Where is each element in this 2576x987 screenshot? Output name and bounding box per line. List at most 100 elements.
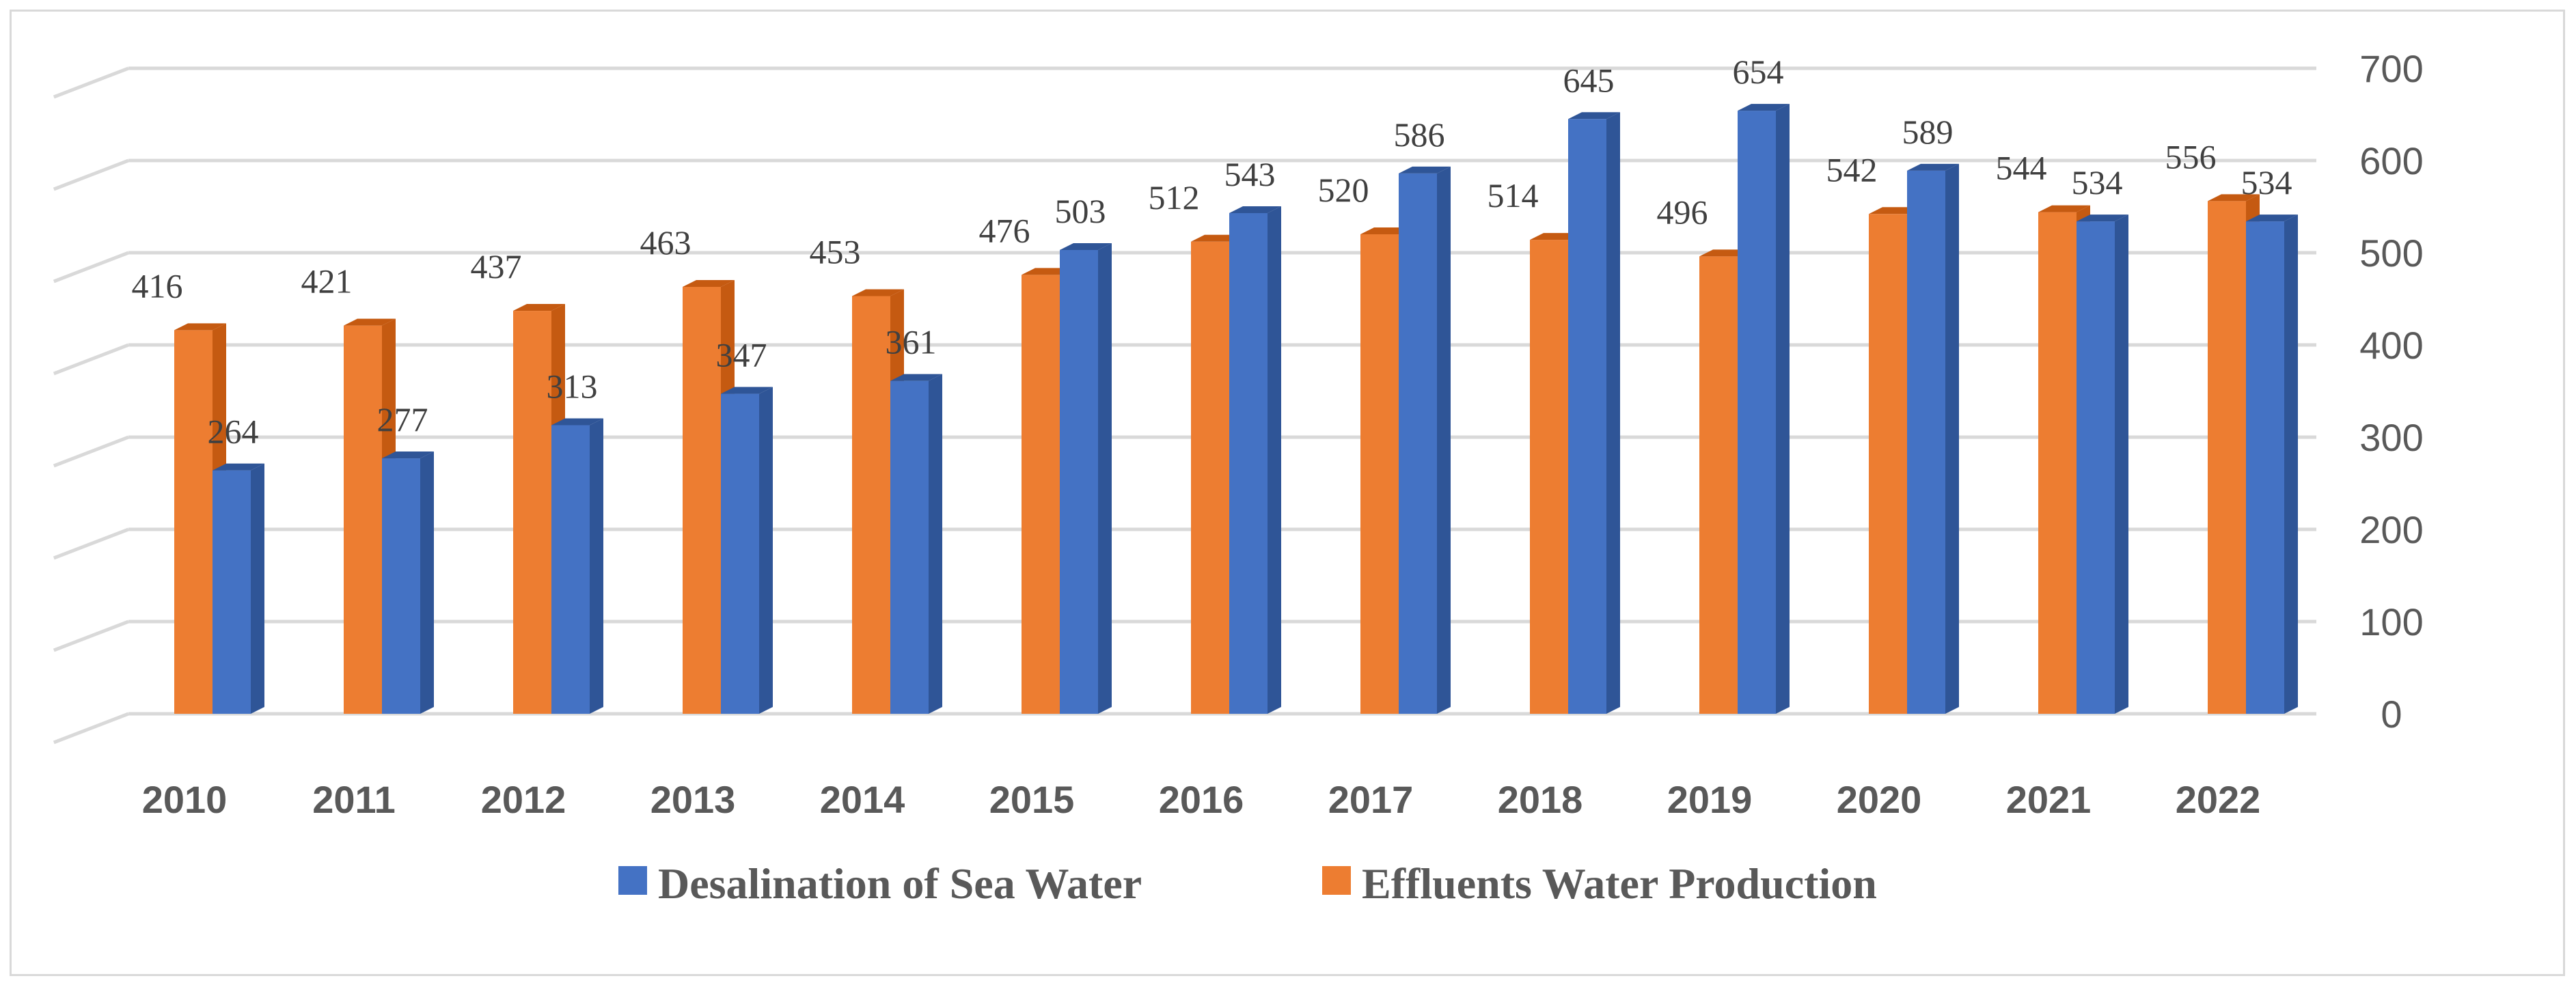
- bars: [174, 104, 2298, 714]
- bar-top: [344, 318, 396, 326]
- data-label: 520: [1318, 171, 1369, 209]
- data-label: 534: [2072, 163, 2123, 201]
- data-label: 586: [1394, 115, 1445, 154]
- gridline-slant-100: [53, 620, 129, 652]
- bar-side: [420, 451, 434, 714]
- data-label: 543: [1224, 155, 1276, 193]
- bar-desalination-2018: [1568, 112, 1620, 714]
- bar-side: [929, 374, 942, 714]
- gridline-slant-500: [53, 251, 129, 283]
- x-tick-label: 2018: [1498, 778, 1583, 821]
- bar-front: [1738, 111, 1776, 714]
- bar-side: [759, 387, 773, 714]
- bar-top: [2038, 205, 2090, 212]
- x-tick-label: 2017: [1328, 778, 1414, 821]
- bar-front: [213, 470, 251, 714]
- data-label: 512: [1149, 178, 1200, 217]
- x-tick-label: 2011: [312, 778, 396, 821]
- x-tick-label: 2021: [2006, 778, 2092, 821]
- gridline-slant-200: [53, 527, 129, 560]
- y-tick-label: 100: [2359, 600, 2423, 643]
- bar-desalination-2017: [1399, 166, 1451, 714]
- legend: Desalination of Sea Water Effluents Water…: [618, 859, 1877, 908]
- bar-desalination-2010: [213, 463, 264, 714]
- x-tick-label: 2014: [820, 778, 905, 821]
- bar-top: [2208, 194, 2260, 201]
- y-tick-label: 200: [2359, 508, 2423, 551]
- bar-desalination-2012: [551, 418, 603, 714]
- gridline-slant-300: [53, 435, 129, 468]
- x-tick-label: 2020: [1837, 778, 1922, 821]
- bar-top: [1738, 104, 1790, 111]
- x-tick-label: 2010: [142, 778, 228, 821]
- data-label: 416: [132, 266, 183, 305]
- bar-desalination-2020: [1907, 163, 1959, 714]
- bar-top: [382, 451, 434, 459]
- legend-label: Effluents Water Production: [1362, 859, 1877, 908]
- data-label: 453: [810, 232, 861, 270]
- bar-top: [683, 279, 735, 287]
- data-label: 542: [1826, 150, 1878, 189]
- bar-top: [890, 374, 942, 381]
- bar-front: [1907, 170, 1945, 714]
- data-label: 437: [471, 247, 522, 286]
- bar-front: [1699, 256, 1738, 714]
- bar-top: [1060, 242, 1112, 250]
- bar-front: [683, 286, 721, 714]
- bar-effluents-2013: [683, 279, 735, 714]
- data-label: 476: [979, 211, 1030, 249]
- bar-front: [2208, 201, 2246, 714]
- y-tick-label: 700: [2359, 47, 2423, 90]
- data-label: 654: [1733, 53, 1784, 91]
- bar-top: [174, 323, 226, 331]
- y-tick-label: 400: [2359, 324, 2423, 367]
- bar-top: [852, 289, 904, 296]
- bar-front: [1399, 173, 1437, 714]
- bar-side: [590, 418, 603, 714]
- x-tick-label: 2013: [650, 778, 736, 821]
- bar-top: [1229, 206, 1281, 213]
- bar-effluents-2012: [513, 304, 565, 714]
- bar-side: [1606, 112, 1620, 714]
- data-label: 544: [1996, 149, 2047, 187]
- bar-desalination-2022: [2246, 214, 2298, 714]
- bar-top: [1907, 163, 1959, 171]
- data-label: 347: [716, 336, 767, 374]
- y-axis: 0 100 200 300 400 500 600 700: [2359, 47, 2423, 736]
- bar-front: [1060, 249, 1098, 714]
- x-tick-label: 2012: [481, 778, 566, 821]
- x-tick-label: 2022: [2176, 778, 2261, 821]
- gridline-slant-700: [53, 66, 129, 99]
- bar-front: [344, 325, 382, 714]
- data-label: 277: [377, 400, 428, 439]
- bar-front: [1568, 119, 1606, 714]
- legend-swatch: [618, 866, 647, 895]
- data-label: 463: [640, 223, 691, 262]
- bar-front: [2246, 221, 2284, 714]
- bar-front: [513, 311, 551, 714]
- bar-top: [2246, 214, 2298, 222]
- bar-front: [1530, 240, 1568, 714]
- bar-side: [1945, 163, 1959, 714]
- data-label: 534: [2241, 163, 2292, 201]
- data-label: 589: [1902, 113, 1954, 151]
- bar-side: [251, 463, 264, 714]
- gridline-slant-600: [53, 158, 129, 191]
- bar-front: [1869, 214, 1907, 714]
- bar-top: [721, 387, 773, 394]
- y-tick-label: 500: [2359, 232, 2423, 275]
- data-label: 361: [886, 323, 937, 361]
- bar-front: [2077, 221, 2115, 714]
- legend-label: Desalination of Sea Water: [658, 859, 1142, 908]
- x-tick-label: 2015: [989, 778, 1075, 821]
- bar-desalination-2021: [2077, 214, 2128, 714]
- bar-front: [174, 330, 213, 714]
- gridline-slant-400: [53, 343, 129, 376]
- bar-side: [1268, 206, 1281, 714]
- bar-front: [1022, 275, 1060, 714]
- bar-front: [721, 393, 759, 714]
- bar-side: [1098, 242, 1112, 714]
- bar-front: [382, 458, 420, 714]
- y-tick-label: 300: [2359, 416, 2423, 459]
- bar-front: [1191, 241, 1229, 714]
